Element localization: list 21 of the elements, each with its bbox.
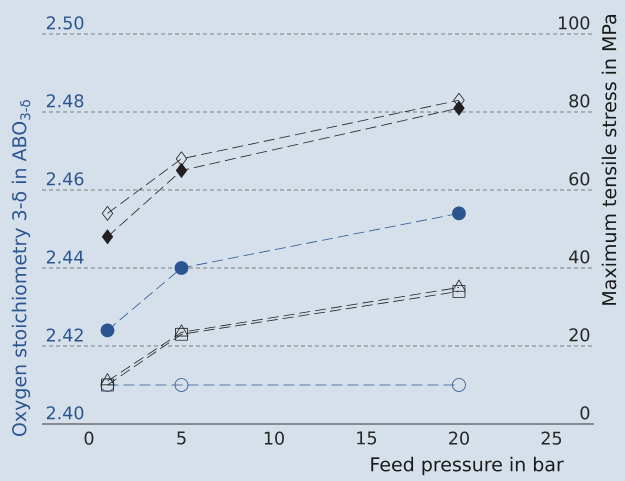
y2-axis-title: Maximum tensile stress in MPa <box>602 15 616 305</box>
x-tick-label: 0 <box>84 432 94 445</box>
y-tick-label: 2.44 <box>46 250 84 264</box>
x-tick-label: 5 <box>177 432 186 445</box>
y2-tick-label: 20 <box>569 328 590 342</box>
x-axis-title: Feed pressure in bar <box>371 456 564 476</box>
y2-tick-label: 0 <box>580 406 590 420</box>
x-tick-label: 25 <box>542 432 562 445</box>
y-tick-label: 2.46 <box>46 172 84 186</box>
y-tick-label: 2.42 <box>46 328 83 342</box>
y2-tick-label: 40 <box>569 250 590 264</box>
x-tick-label: 10 <box>264 432 284 445</box>
y-tick-label: 2.50 <box>46 16 84 30</box>
x-tick-label: 15 <box>357 432 376 445</box>
y-tick-label: 2.40 <box>46 406 84 420</box>
y2-tick-label: 100 <box>558 16 590 30</box>
y2-tick-label: 60 <box>569 172 590 186</box>
y2-tick-label: 80 <box>569 94 590 108</box>
y-tick-label: 2.48 <box>46 94 84 108</box>
x-tick-label: 20 <box>449 432 469 445</box>
y-axis-title: Oxygen stoichiometry 3-δ in ABO$_{3-δ}$ <box>12 100 30 436</box>
